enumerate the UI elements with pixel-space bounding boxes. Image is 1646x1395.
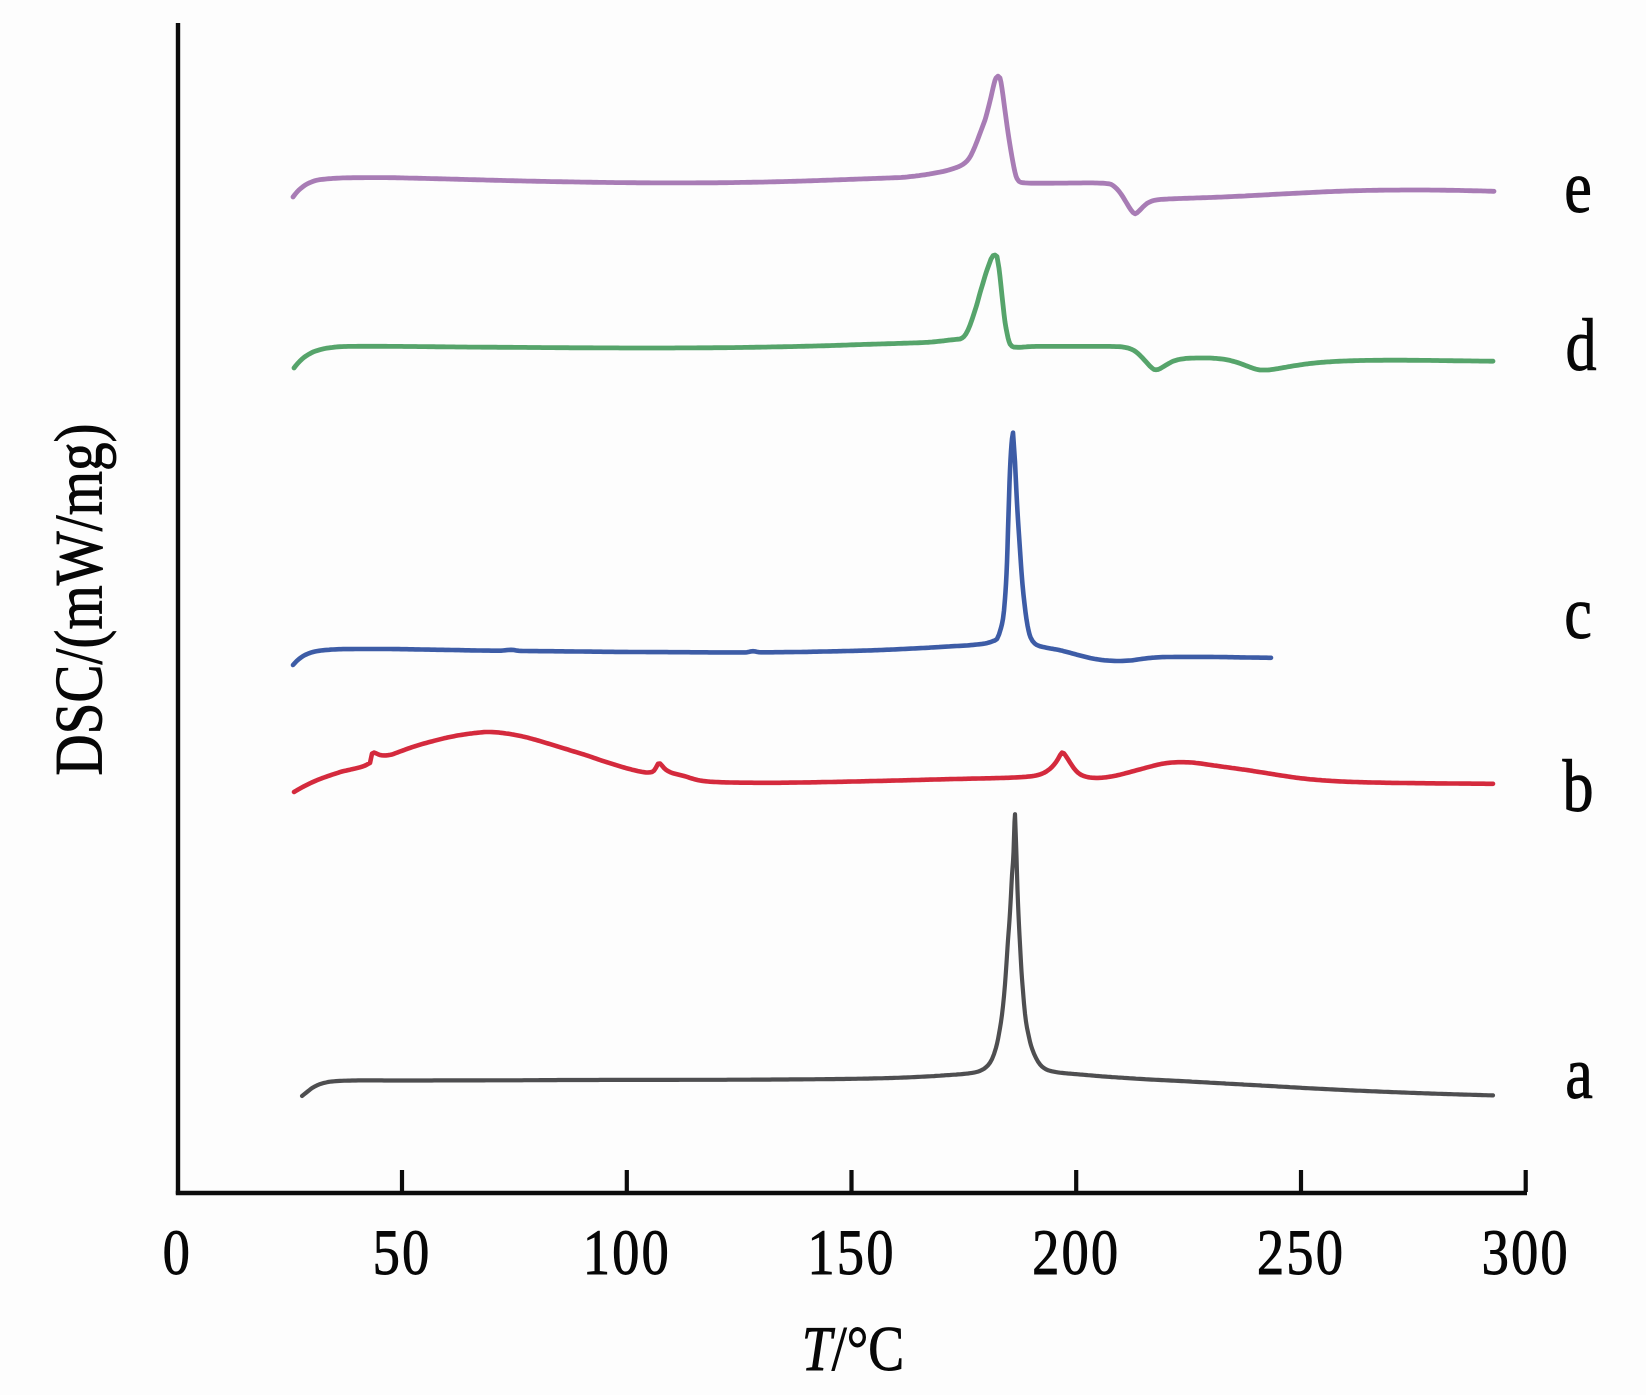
svg-text:200: 200 (1032, 1217, 1120, 1288)
svg-text:d: d (1565, 304, 1596, 386)
svg-text:100: 100 (583, 1217, 671, 1288)
svg-text:150: 150 (807, 1217, 895, 1288)
svg-text:T/°C: T/°C (802, 1313, 904, 1384)
svg-text:300: 300 (1482, 1217, 1570, 1288)
svg-text:a: a (1565, 1032, 1593, 1114)
svg-text:250: 250 (1257, 1217, 1345, 1288)
svg-text:b: b (1562, 745, 1593, 827)
svg-text:50: 50 (373, 1217, 432, 1288)
svg-text:DSC/(mW/mg): DSC/(mW/mg) (41, 423, 117, 775)
svg-text:e: e (1564, 146, 1592, 228)
svg-text:c: c (1564, 572, 1592, 654)
svg-text:0: 0 (163, 1217, 192, 1288)
